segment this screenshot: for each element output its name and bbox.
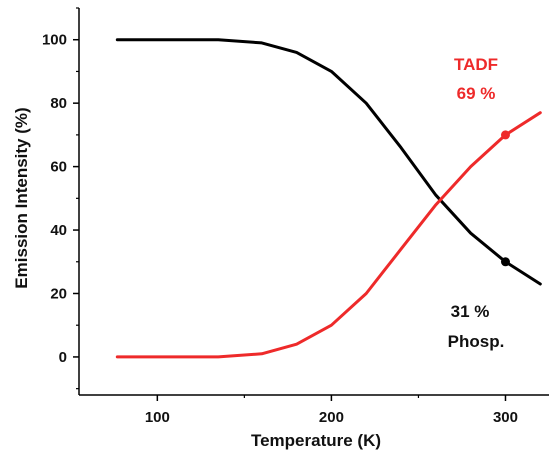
- data-point-marker: [500, 257, 510, 267]
- x-tick-label: 300: [493, 409, 518, 426]
- red-series-line: [115, 111, 542, 359]
- y-tick-label: 40: [50, 222, 67, 239]
- x-tick-label: 100: [145, 409, 170, 426]
- y-tick-label: 20: [50, 285, 67, 302]
- annotation-phosp: Phosp.: [448, 332, 505, 351]
- black-series-line: [115, 38, 542, 286]
- y-tick-label: 0: [59, 349, 67, 366]
- y-tick-label: 100: [42, 32, 67, 49]
- y-tick-label: 60: [50, 159, 67, 176]
- data-point-marker: [500, 130, 510, 140]
- annotation-tadf-percent: 69 %: [457, 84, 496, 103]
- x-axis-title: Temperature (K): [251, 431, 381, 450]
- y-axis-title: Emission Intensity (%): [12, 107, 31, 288]
- axes: 0 20 40 60 80 100 100 200 300: [42, 7, 549, 426]
- annotation-tadf: TADF: [454, 55, 498, 74]
- y-tick-label: 80: [50, 95, 67, 112]
- x-tick-label: 200: [319, 409, 344, 426]
- series-layer: [115, 38, 542, 359]
- annotation-phosp-percent: 31 %: [451, 302, 490, 321]
